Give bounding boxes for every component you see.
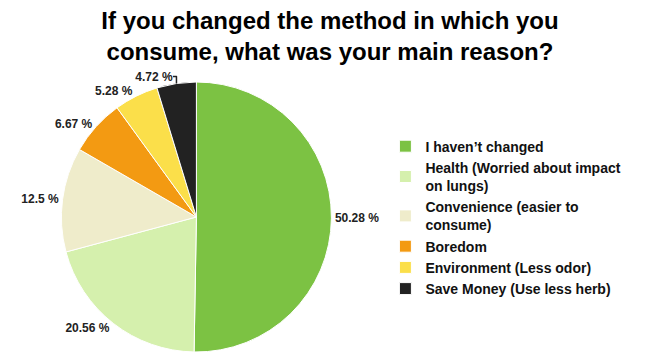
svg-text:Boredom: Boredom	[425, 239, 486, 255]
svg-text:12.5 %: 12.5 %	[21, 192, 59, 206]
svg-text:Save Money (Use less herb): Save Money (Use less herb)	[425, 281, 610, 297]
svg-text:Health (Worried about impacton: Health (Worried about impacton lungs)	[425, 160, 620, 194]
svg-text:If you changed the method in w: If you changed the method in which youco…	[101, 7, 558, 65]
svg-text:6.67 %: 6.67 %	[55, 117, 93, 131]
svg-text:Environment (Less odor): Environment (Less odor)	[425, 260, 591, 276]
svg-text:50.28 %: 50.28 %	[335, 211, 379, 225]
svg-text:20.56 %: 20.56 %	[65, 321, 109, 335]
svg-text:5.28 %: 5.28 %	[95, 84, 133, 98]
svg-text:4.72 %: 4.72 %	[135, 70, 173, 84]
svg-text:Convenience (easier toconsume): Convenience (easier toconsume)	[425, 199, 578, 233]
svg-text:I haven’t changed: I haven’t changed	[425, 139, 543, 155]
